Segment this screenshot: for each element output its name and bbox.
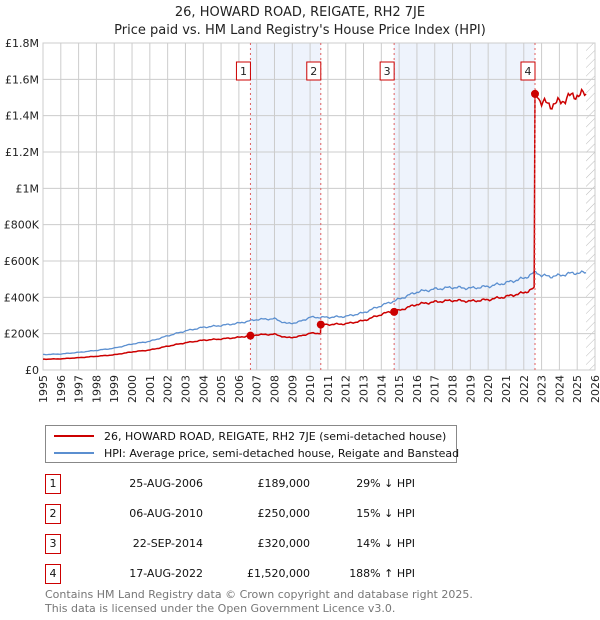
sale-label-box bbox=[520, 61, 536, 81]
x-tick-label: 2012 bbox=[340, 375, 353, 403]
sale-row: 1 25-AUG-2006 £189,000 29% ↓ HPI bbox=[45, 474, 445, 494]
x-tick-label: 2008 bbox=[268, 375, 281, 403]
x-tick-label: 2010 bbox=[304, 375, 317, 403]
y-tick-label: £0 bbox=[25, 364, 39, 377]
legend-label: HPI: Average price, semi-detached house,… bbox=[104, 446, 460, 460]
x-tick-label: 2022 bbox=[518, 375, 531, 403]
sale-price: £1,520,000 bbox=[247, 567, 310, 580]
y-tick-label: £800K bbox=[4, 219, 40, 232]
sale-hpi-diff: 188% ↑ HPI bbox=[349, 567, 415, 580]
plot-border bbox=[42, 42, 596, 371]
hatched-future-region bbox=[586, 43, 595, 370]
sale-date: 25-AUG-2006 bbox=[129, 477, 203, 490]
x-tick-label: 2005 bbox=[215, 375, 228, 403]
x-tick-label: 2018 bbox=[447, 375, 460, 403]
legend-item-property: 26, HOWARD ROAD, REIGATE, RH2 7JE (semi-… bbox=[54, 428, 446, 444]
chart-title: 26, HOWARD ROAD, REIGATE, RH2 7JE bbox=[174, 5, 426, 20]
sale-number: 4 bbox=[45, 564, 61, 584]
x-tick-label: 2025 bbox=[571, 375, 584, 403]
legend-item-hpi: HPI: Average price, semi-detached house,… bbox=[54, 445, 459, 461]
sale-number: 1 bbox=[45, 474, 61, 494]
sale-label-box bbox=[306, 61, 322, 81]
x-tick-label: 2021 bbox=[500, 375, 513, 403]
x-tick-label: 1998 bbox=[90, 375, 103, 403]
sale-label: 3 bbox=[384, 65, 391, 78]
y-tick-label: £1.6M bbox=[5, 73, 39, 86]
hpi-line bbox=[42, 270, 587, 356]
sale-label-box bbox=[379, 61, 395, 81]
sale-price: £320,000 bbox=[257, 537, 311, 550]
x-tick-label: 1995 bbox=[37, 375, 50, 403]
sale-date: 06-AUG-2010 bbox=[129, 507, 203, 520]
plot-area: 1995 1996 1997 1998 1999 2000 2001 2002 2003 2004… bbox=[4, 37, 600, 403]
x-tick-label: 2001 bbox=[144, 375, 157, 403]
property-price-line bbox=[42, 87, 587, 361]
sale-price: £250,000 bbox=[257, 507, 311, 520]
x-tick-label: 1996 bbox=[55, 375, 68, 403]
x-tick-label: 2024 bbox=[553, 375, 566, 403]
x-tick-label: 2007 bbox=[251, 375, 264, 403]
sale-price: £189,000 bbox=[257, 477, 311, 490]
legend: 26, HOWARD ROAD, REIGATE, RH2 7JE (semi-… bbox=[45, 425, 459, 463]
sale-label-box bbox=[235, 61, 251, 81]
x-tick-label: 2020 bbox=[482, 375, 495, 403]
chart-subtitle: Price paid vs. HM Land Registry's House … bbox=[114, 23, 486, 38]
x-tick-label: 2004 bbox=[197, 375, 210, 403]
sale-date: 17-AUG-2022 bbox=[129, 567, 203, 580]
y-tick-label: £1.8M bbox=[5, 37, 39, 50]
sale-number: 2 bbox=[45, 504, 61, 524]
x-tick-label: 2014 bbox=[375, 375, 388, 403]
sale-point bbox=[390, 307, 399, 316]
sale-label: 1 bbox=[240, 65, 247, 78]
sale-label: 2 bbox=[310, 65, 317, 78]
x-tick-label: 2002 bbox=[162, 375, 175, 403]
footer-licence: This data is licensed under the Open Gov… bbox=[45, 602, 396, 615]
x-tick-label: 2006 bbox=[233, 375, 246, 403]
sale-row: 4 17-AUG-2022 £1,520,000 188% ↑ HPI bbox=[45, 564, 445, 584]
sale-row: 3 22-SEP-2014 £320,000 14% ↓ HPI bbox=[45, 534, 445, 554]
sale-point bbox=[530, 89, 539, 98]
x-tick-label: 1999 bbox=[108, 375, 121, 403]
x-tick-label: 2017 bbox=[429, 375, 442, 403]
sale-hpi-diff: 29% ↓ HPI bbox=[356, 477, 415, 490]
y-tick-label: £1.2M bbox=[5, 146, 39, 159]
x-tick-label: 2000 bbox=[126, 375, 139, 403]
sale-number: 3 bbox=[45, 534, 61, 554]
x-tick-label: 2016 bbox=[411, 375, 424, 403]
legend-swatch bbox=[54, 435, 94, 437]
footer-copyright: Contains HM Land Registry data © Crown c… bbox=[45, 588, 473, 601]
sale-label: 4 bbox=[524, 65, 531, 78]
x-tick-label: 1997 bbox=[73, 375, 86, 403]
sale-hpi-diff: 14% ↓ HPI bbox=[356, 537, 415, 550]
x-tick-label: 2026 bbox=[589, 375, 600, 403]
x-tick-label: 2023 bbox=[536, 375, 549, 403]
sale-point bbox=[246, 331, 255, 340]
legend-swatch bbox=[54, 452, 94, 454]
x-tick-label: 2003 bbox=[179, 375, 192, 403]
x-tick-label: 2009 bbox=[286, 375, 299, 403]
x-tick-label: 2011 bbox=[322, 375, 335, 403]
legend-label: 26, HOWARD ROAD, REIGATE, RH2 7JE (semi-… bbox=[104, 429, 447, 443]
x-tick-label: 2015 bbox=[393, 375, 406, 403]
y-tick-label: £200K bbox=[4, 328, 40, 341]
y-tick-label: £400K bbox=[4, 291, 40, 304]
shaded-period bbox=[394, 43, 535, 370]
sale-row: 2 06-AUG-2010 £250,000 15% ↓ HPI bbox=[45, 504, 445, 524]
sale-date: 22-SEP-2014 bbox=[132, 537, 203, 550]
y-tick-label: £600K bbox=[4, 255, 40, 268]
y-tick-label: £1.4M bbox=[5, 110, 39, 123]
sale-point bbox=[316, 320, 325, 329]
x-tick-label: 2013 bbox=[358, 375, 371, 403]
shaded-period bbox=[250, 43, 321, 370]
x-tick-label: 2019 bbox=[464, 375, 477, 403]
sale-hpi-diff: 15% ↓ HPI bbox=[356, 507, 415, 520]
y-tick-label: £1M bbox=[16, 182, 40, 195]
